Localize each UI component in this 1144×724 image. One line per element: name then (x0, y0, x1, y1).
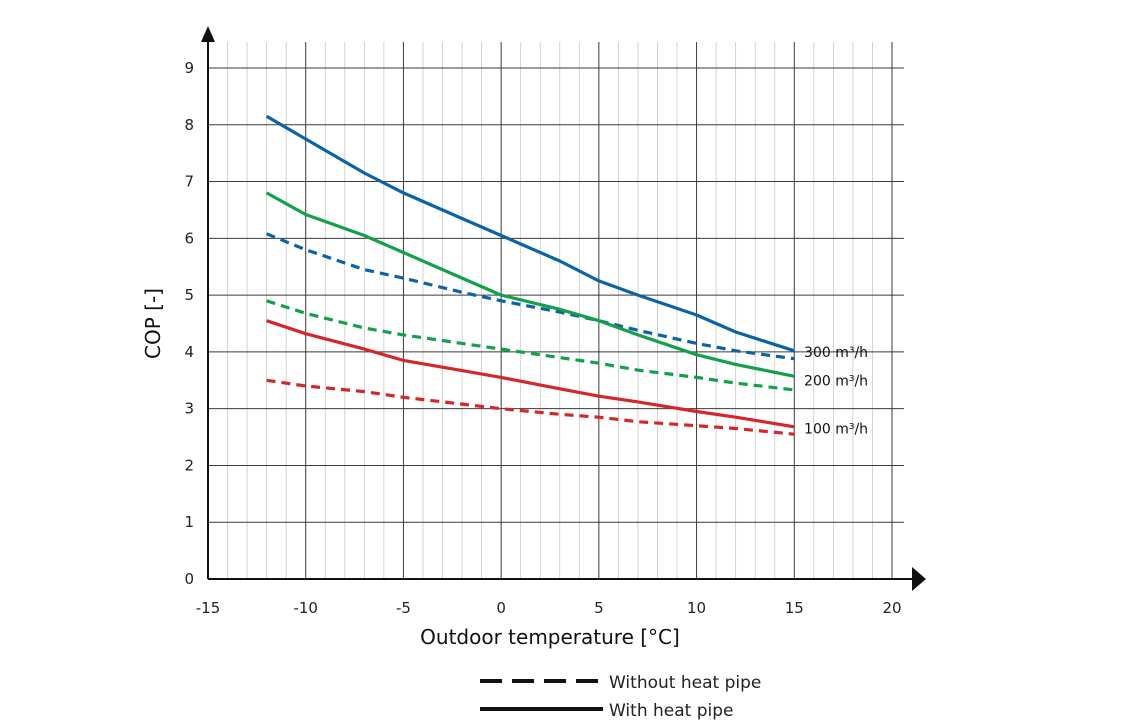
x-tick-label: 10 (687, 599, 706, 617)
series-annotations: 300 m³/h 200 m³/h 100 m³/h (804, 345, 868, 438)
x-axis-title: Outdoor temperature [°C] (420, 625, 680, 649)
series-lines (265, 114, 795, 436)
y-tick-label: 3 (184, 400, 194, 418)
x-tick-label: 0 (496, 599, 506, 617)
series-line-solid (265, 114, 795, 353)
series-line-dashed (266, 378, 795, 436)
y-tick-label: 5 (184, 286, 194, 304)
series-line-solid (266, 319, 795, 429)
legend-label-with-heat-pipe: With heat pipe (609, 701, 734, 721)
tick-labels: -15 -10 -5 0 5 10 15 20 0 1 2 3 4 5 6 7 8 9 (184, 59, 901, 617)
x-tick-label: -5 (396, 599, 411, 617)
series-line-dashed (265, 232, 795, 361)
y-tick-label: 7 (184, 173, 194, 191)
y-tick-label: 1 (184, 513, 194, 531)
x-tick-label: 20 (882, 599, 901, 617)
major-grid (208, 42, 904, 579)
legend: Without heat pipe With heat pipe (480, 673, 761, 721)
x-axis-arrow (912, 567, 926, 591)
series-annotation: 300 m³/h (804, 345, 868, 361)
y-axis-title: COP [-] (141, 288, 165, 359)
axes (201, 26, 926, 591)
y-tick-label: 8 (184, 116, 194, 134)
y-tick-label: 2 (184, 456, 194, 474)
series-annotation: 200 m³/h (804, 373, 868, 389)
series-line-dashed (266, 299, 795, 392)
y-tick-label: 4 (184, 343, 194, 361)
x-tick-label: -10 (293, 599, 318, 617)
y-axis-arrow (201, 26, 215, 42)
legend-label-without-heat-pipe: Without heat pipe (609, 673, 761, 693)
x-tick-label: -15 (196, 599, 221, 617)
y-tick-label: 6 (184, 229, 194, 247)
series-line-solid (265, 191, 795, 378)
y-tick-label: 9 (184, 59, 194, 77)
minor-grid (227, 42, 873, 579)
x-tick-label: 15 (785, 599, 804, 617)
x-tick-label: 5 (594, 599, 604, 617)
series-annotation: 100 m³/h (804, 422, 868, 438)
y-tick-label: 0 (184, 570, 194, 588)
